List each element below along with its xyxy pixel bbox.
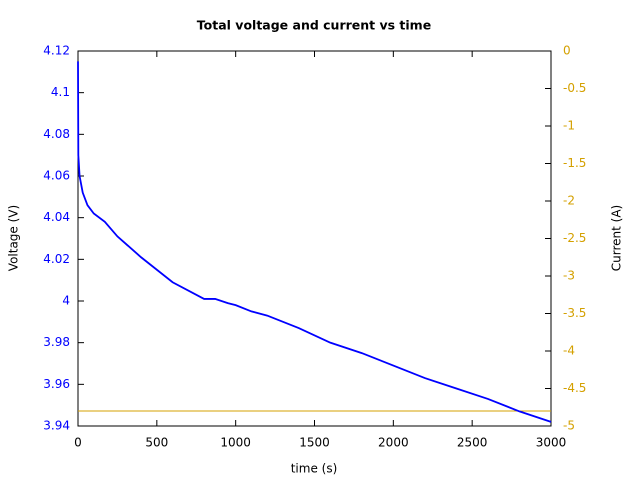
y-axis-label: Voltage (V) xyxy=(7,205,21,271)
x-tick-label: 3000 xyxy=(536,436,567,450)
y2-tick-label: -1.5 xyxy=(563,156,586,170)
x-tick-label: 500 xyxy=(145,436,168,450)
y-tick-label: 4.12 xyxy=(43,44,70,58)
y2-tick-label: 0 xyxy=(563,44,571,58)
series-line xyxy=(77,61,552,423)
x-tick-label: 1500 xyxy=(299,436,330,450)
y-tick-label: 4.08 xyxy=(43,127,70,141)
y2-tick-label: -4.5 xyxy=(563,381,586,395)
y2-axis-label: Current (A) xyxy=(610,205,624,271)
y2-tick-label: -4 xyxy=(563,344,575,358)
x-tick-label: 0 xyxy=(74,436,82,450)
y2-tick-label: -0.5 xyxy=(563,81,586,95)
chart-title: Total voltage and current vs time xyxy=(197,18,431,33)
y2-tick-label: -5 xyxy=(563,419,575,433)
y2-tick-label: -3.5 xyxy=(563,306,586,320)
y-tick-label: 4.02 xyxy=(43,252,70,266)
y2-tick-label: -1 xyxy=(563,119,575,133)
y2-tick-label: -3 xyxy=(563,269,575,283)
y2-tick-label: -2 xyxy=(563,194,575,208)
x-axis-label: time (s) xyxy=(291,462,338,476)
y2-tick-label: -2.5 xyxy=(563,231,586,245)
y-tick-label: 4.1 xyxy=(51,85,70,99)
y-tick-label: 3.96 xyxy=(43,377,70,391)
y-tick-label: 4.04 xyxy=(43,210,70,224)
x-tick-label: 2000 xyxy=(378,436,409,450)
plot-border xyxy=(77,50,552,427)
y-tick-label: 4.06 xyxy=(43,169,70,183)
x-tick-label: 2500 xyxy=(457,436,488,450)
y-tick-label: 3.94 xyxy=(43,419,70,433)
x-tick-label: 1000 xyxy=(220,436,251,450)
y-tick-label: 4 xyxy=(62,294,70,308)
y-tick-label: 3.98 xyxy=(43,335,70,349)
